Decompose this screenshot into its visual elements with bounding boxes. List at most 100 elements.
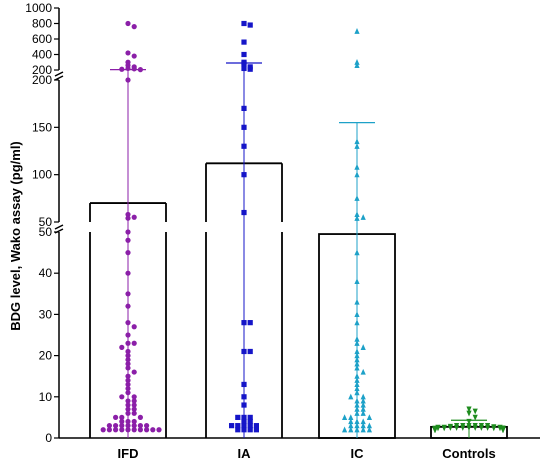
data-point xyxy=(354,211,360,218)
data-point xyxy=(466,406,472,413)
data-point xyxy=(466,418,472,425)
data-point xyxy=(348,418,354,425)
data-point xyxy=(360,426,366,433)
data-point xyxy=(241,124,247,130)
data-point xyxy=(354,335,360,342)
data-point xyxy=(119,66,125,72)
data-point xyxy=(125,303,131,309)
y-axis-label: BDG level, Wako assay (pg/ml) xyxy=(8,141,23,331)
data-point xyxy=(348,414,354,420)
data-point xyxy=(125,410,131,416)
data-point xyxy=(131,410,137,416)
data-point xyxy=(460,425,466,431)
data-point xyxy=(472,414,478,421)
data-point xyxy=(354,360,360,367)
data-point xyxy=(354,422,360,429)
data-point xyxy=(247,320,253,326)
data-point xyxy=(447,425,453,431)
data-point xyxy=(247,423,253,429)
data-point xyxy=(354,278,360,285)
data-point xyxy=(432,427,438,433)
data-point xyxy=(491,425,497,432)
data-point xyxy=(125,211,131,218)
data-point xyxy=(354,389,360,396)
data-point xyxy=(119,394,125,400)
points-controls xyxy=(432,406,506,433)
data-point xyxy=(125,332,131,338)
y-tick-label: 600 xyxy=(32,32,52,46)
data-point xyxy=(125,353,131,359)
data-point xyxy=(125,237,131,243)
data-point xyxy=(366,426,372,433)
data-point xyxy=(354,311,360,317)
data-point xyxy=(241,418,247,425)
data-point xyxy=(113,414,119,420)
data-point xyxy=(125,381,131,388)
data-point xyxy=(354,426,360,433)
y-tick-label: 100 xyxy=(32,168,52,182)
x-axis: IFD IA IC Controls xyxy=(118,446,496,461)
data-point xyxy=(125,398,131,404)
data-point xyxy=(354,138,360,145)
data-point xyxy=(131,406,137,412)
data-point xyxy=(125,340,131,346)
data-point xyxy=(137,414,143,420)
data-point xyxy=(360,397,366,404)
y-tick-label: 20 xyxy=(39,349,53,363)
data-point xyxy=(485,425,491,431)
data-point xyxy=(354,215,360,221)
data-point xyxy=(500,427,506,433)
data-point xyxy=(354,381,360,388)
y-tick-label: 0 xyxy=(45,431,52,445)
data-point xyxy=(354,195,360,201)
data-point xyxy=(235,427,241,433)
data-point xyxy=(131,394,137,400)
y-tick-label: 50 xyxy=(39,215,53,229)
axis-break-mark xyxy=(54,75,64,81)
data-point xyxy=(354,377,360,383)
data-point xyxy=(466,425,472,431)
y-tick-label: 40 xyxy=(39,266,53,280)
points-ifd xyxy=(100,20,162,433)
data-point xyxy=(472,425,478,431)
data-point xyxy=(125,215,131,221)
data-point xyxy=(125,361,131,367)
data-point xyxy=(247,427,253,433)
data-point xyxy=(354,62,360,68)
data-point xyxy=(144,427,150,433)
data-point xyxy=(472,408,478,415)
data-point xyxy=(125,250,131,256)
data-point xyxy=(253,427,259,433)
data-point xyxy=(131,66,137,72)
data-point xyxy=(354,410,360,416)
data-point xyxy=(241,414,247,420)
data-point xyxy=(247,66,253,72)
data-point xyxy=(354,340,360,346)
data-point xyxy=(354,143,360,149)
data-point xyxy=(354,356,360,363)
data-point xyxy=(247,348,253,355)
data-point xyxy=(106,427,112,433)
data-point xyxy=(100,427,106,433)
data-point xyxy=(253,423,259,429)
data-point xyxy=(241,39,247,45)
data-point xyxy=(131,53,137,59)
data-point xyxy=(360,418,366,425)
data-point xyxy=(360,422,366,429)
data-point xyxy=(125,320,131,326)
data-point xyxy=(354,401,360,408)
data-point xyxy=(354,171,360,178)
axis-break-mark xyxy=(54,71,64,77)
data-point xyxy=(354,348,360,355)
data-point xyxy=(241,20,247,27)
data-point xyxy=(478,425,484,431)
y-tick-label: 400 xyxy=(32,48,52,62)
axis-break-mark xyxy=(54,224,64,230)
data-point xyxy=(241,51,247,58)
data-point xyxy=(125,291,131,297)
data-point xyxy=(125,423,131,429)
data-point xyxy=(125,50,131,56)
data-point xyxy=(131,423,137,429)
data-point xyxy=(354,352,360,359)
